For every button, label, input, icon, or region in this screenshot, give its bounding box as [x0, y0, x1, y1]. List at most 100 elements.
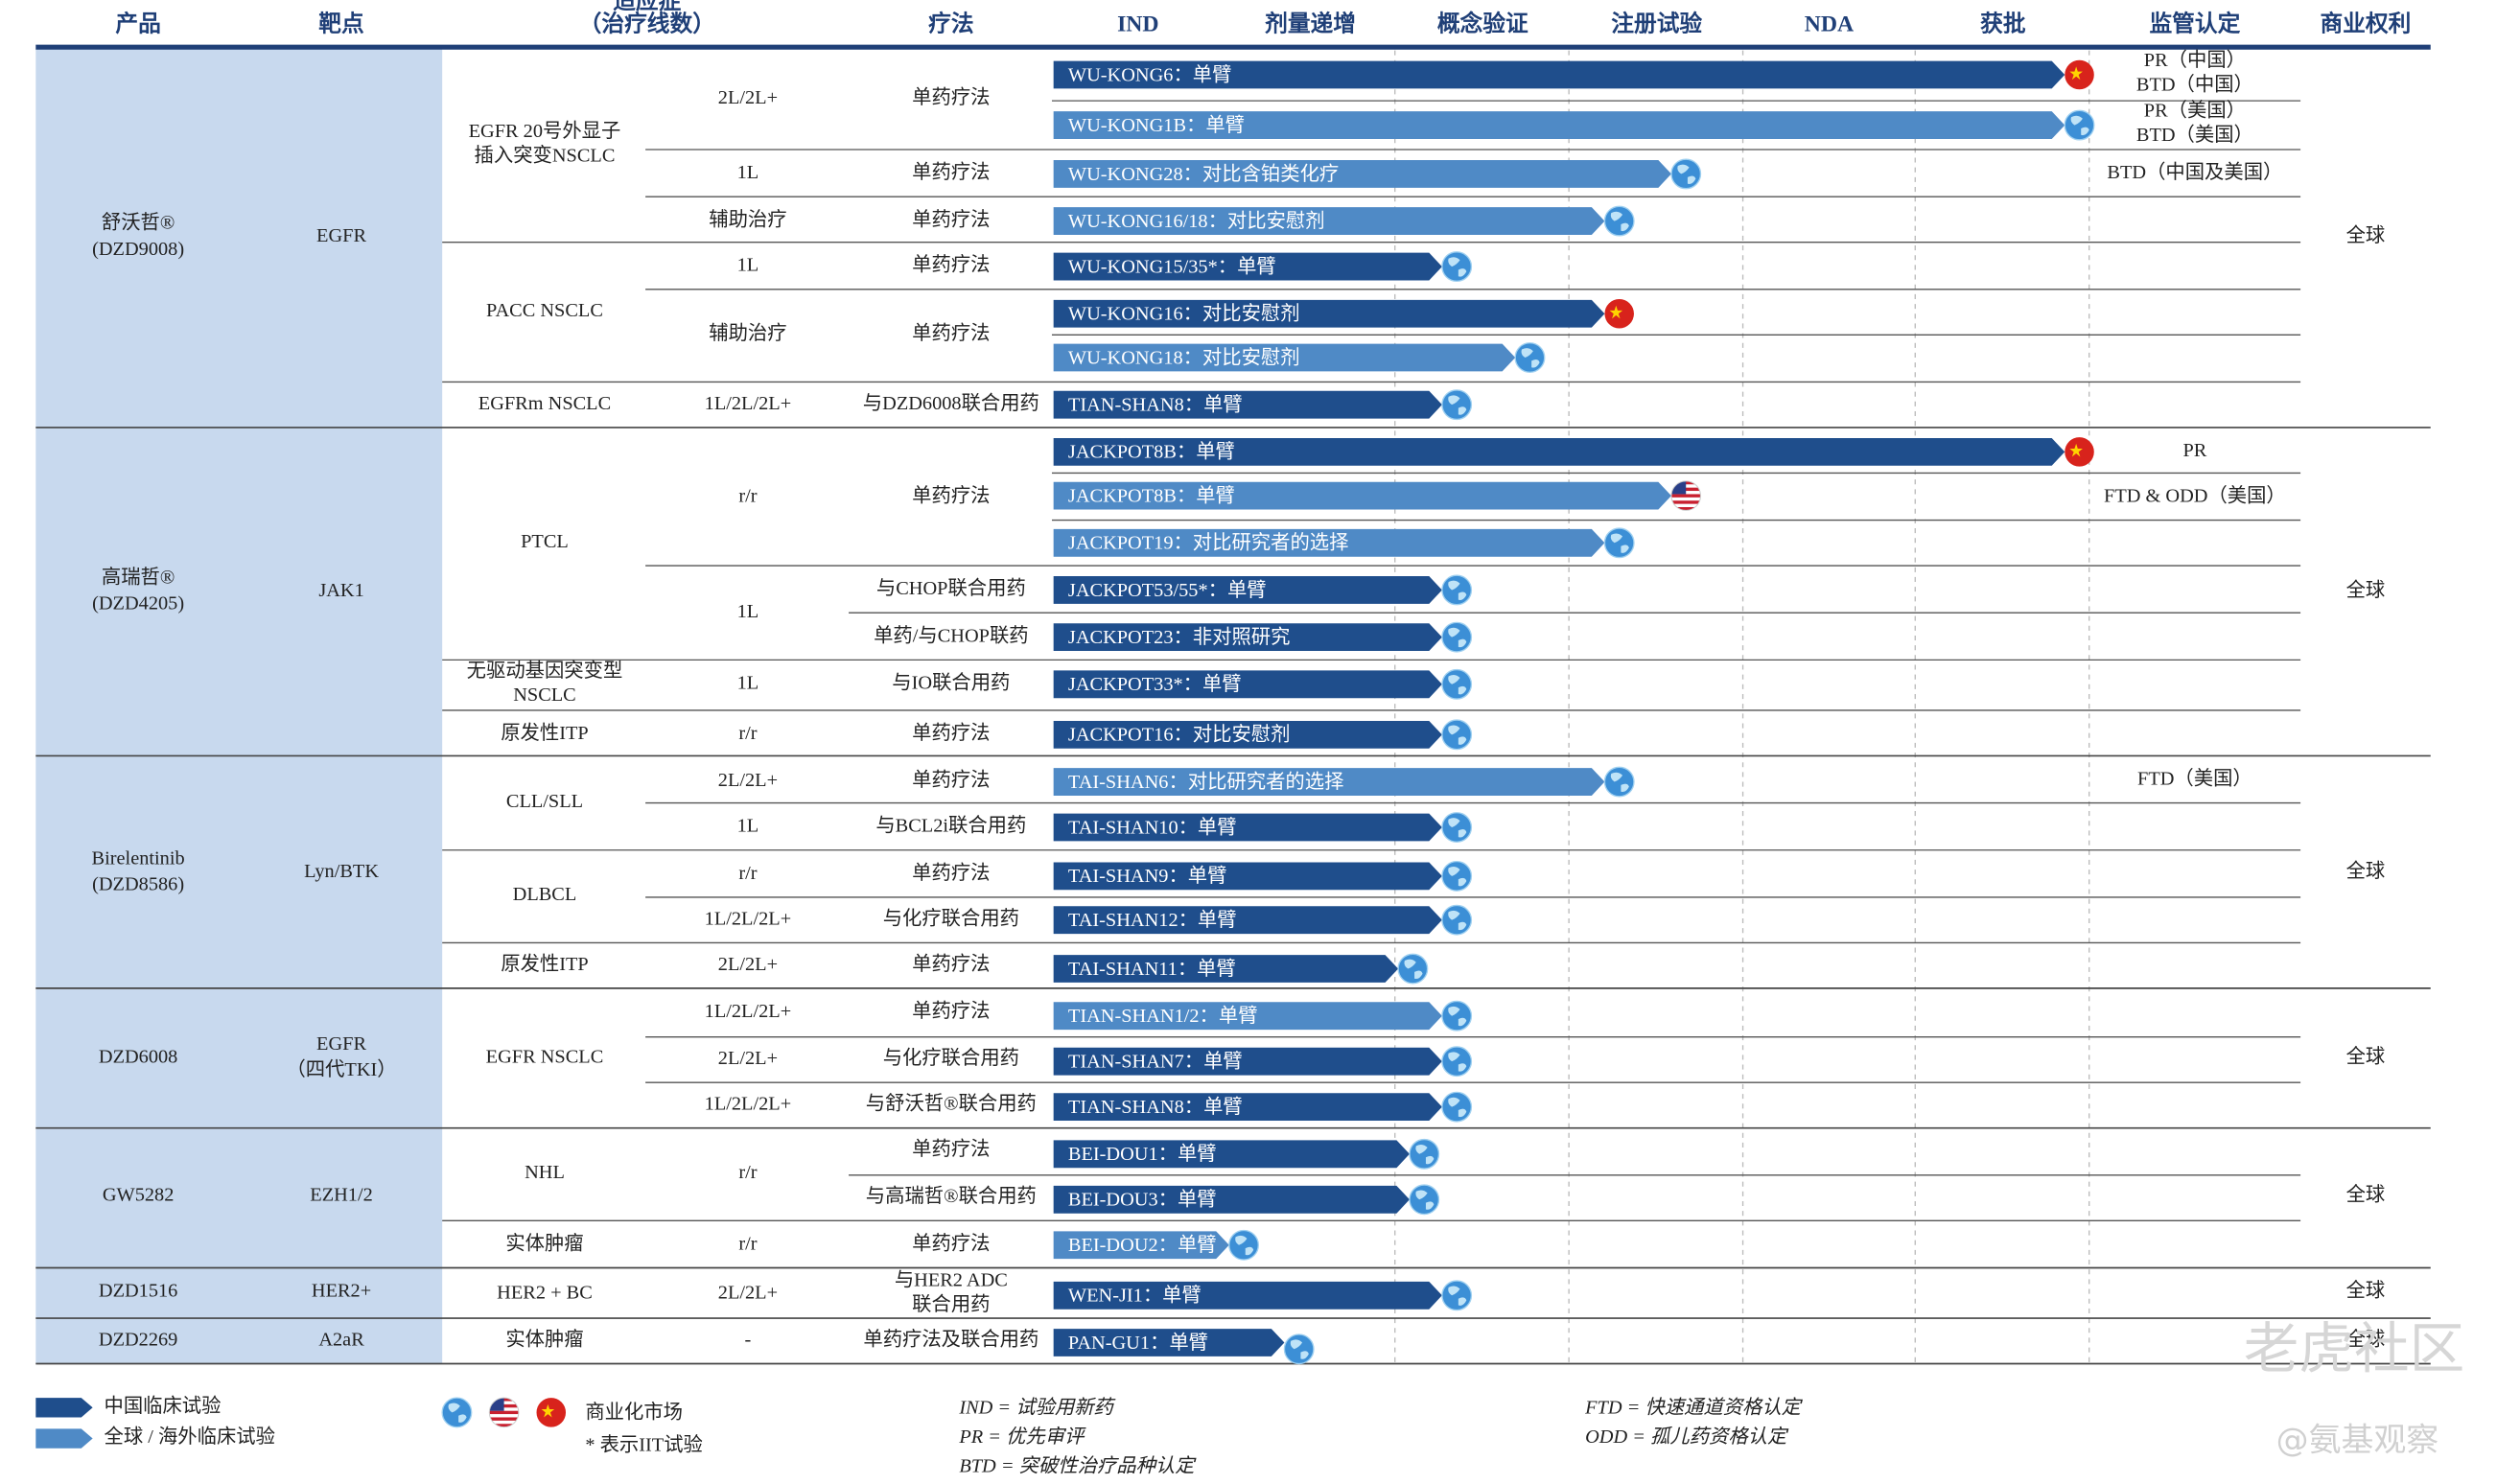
product-name: DZD6008	[99, 1046, 177, 1067]
indication: HER2 + BC	[497, 1282, 593, 1303]
globe-rim	[1397, 953, 1429, 985]
product-code: (DZD9008)	[92, 239, 184, 260]
flag-us	[489, 1398, 519, 1427]
therapy: 单药疗法及联合用药	[863, 1328, 1038, 1350]
globe-rim	[1441, 668, 1473, 700]
treatment-line: r/r	[738, 1162, 757, 1183]
target: A2aR	[318, 1329, 364, 1350]
therapy: 与化疗联合用药	[883, 907, 1019, 929]
globe-rim	[1441, 812, 1473, 843]
rights: 全球	[2346, 860, 2386, 882]
treatment-line: 1L	[737, 255, 759, 276]
flag-star	[2069, 66, 2083, 81]
watermark: @氨基观察	[2276, 1421, 2438, 1458]
trial-bar	[1053, 720, 1442, 749]
header: 适应症	[613, 0, 681, 14]
trial-bar	[1053, 252, 1442, 281]
market-icon	[2065, 437, 2094, 467]
therapy: 与化疗联合用药	[883, 1047, 1019, 1069]
flag-star	[1609, 305, 1623, 319]
indication: 实体肿瘤	[505, 1232, 583, 1254]
therapy: 与DZD6008联合用药	[863, 392, 1039, 414]
indication: NSCLC	[513, 684, 576, 706]
abbreviation: IND = 试验用新药	[958, 1397, 1115, 1419]
legend-label: 中国临床试验	[105, 1395, 222, 1417]
therapy: 单药疗法	[912, 86, 990, 108]
therapy: 单药疗法	[912, 1138, 990, 1160]
flag-star	[2069, 443, 2083, 457]
market-icon	[1441, 719, 1473, 751]
globe-rim	[2064, 109, 2095, 141]
flag-stripe	[1670, 507, 1701, 511]
market-icon	[2065, 59, 2094, 90]
therapy: 联合用药	[912, 1293, 990, 1315]
rights: 全球	[2346, 1280, 2386, 1302]
treatment-line: 1L/2L/2L+	[705, 908, 792, 929]
rights: 全球	[2346, 1184, 2386, 1206]
globe-rim	[1441, 719, 1473, 751]
flag-stripe	[489, 1424, 519, 1427]
treatment-line: 2L/2L+	[718, 1282, 778, 1303]
trial-name: TIAN-SHAN7：单臂	[1068, 1051, 1243, 1073]
globe-land	[1610, 772, 1629, 793]
therapy: 单药疗法	[912, 862, 990, 884]
trial-bar	[1053, 207, 1605, 236]
globe-land	[1448, 257, 1467, 277]
legend-label: 商业化市场	[585, 1402, 683, 1424]
product-name: DZD1516	[99, 1281, 177, 1302]
globe-land	[1415, 1144, 1435, 1165]
flag-cn	[2065, 59, 2094, 90]
trial-bar	[1053, 343, 1516, 372]
market-icon	[1441, 860, 1473, 892]
market-icon	[1409, 1138, 1440, 1170]
flag-cn	[1604, 298, 1634, 329]
globe-land	[1448, 580, 1467, 600]
market-icon	[1603, 766, 1635, 798]
abbreviation: PR = 优先审评	[958, 1426, 1086, 1448]
globe-land	[1610, 211, 1629, 232]
header: 获批	[1980, 12, 2026, 37]
trial-name: TAI-SHAN9：单臂	[1068, 865, 1227, 887]
trial-name: TIAN-SHAN8：单臂	[1068, 1096, 1243, 1118]
product-name: DZD2269	[99, 1329, 177, 1350]
flag-cn	[2065, 437, 2094, 467]
therapy: 单药疗法	[912, 254, 990, 276]
market-icon	[1514, 342, 1546, 373]
trial-bar	[1053, 1140, 1410, 1169]
trial-bar	[1053, 481, 1671, 510]
indication: EGFRm NSCLC	[478, 393, 611, 414]
regulatory: BTD（中国）	[2136, 74, 2253, 96]
treatment-line: 1L	[737, 162, 759, 183]
therapy: 单药疗法	[912, 322, 990, 344]
market-icon	[1441, 1046, 1473, 1078]
regulatory: PR（中国）	[2144, 49, 2246, 71]
trial-bar	[1053, 576, 1442, 604]
trial-bar	[1053, 768, 1605, 796]
trial-name: WU-KONG18：对比安慰剂	[1068, 346, 1300, 368]
globe-rim	[1441, 621, 1473, 653]
therapy: 单药疗法	[912, 953, 990, 975]
globe-land	[1521, 348, 1540, 368]
target: （四代TKI）	[286, 1058, 396, 1080]
treatment-line: -	[745, 1329, 752, 1350]
market-icon	[1441, 812, 1473, 843]
trial-bar	[1053, 1231, 1229, 1260]
target: EZH1/2	[310, 1185, 373, 1206]
indication: EGFR 20号外显子	[469, 120, 621, 142]
globe-land	[1448, 910, 1467, 931]
globe-rim	[1409, 1138, 1440, 1170]
market-icon	[1441, 1091, 1473, 1123]
trial-bar	[1053, 623, 1442, 652]
globe-land	[1677, 164, 1696, 184]
treatment-line: r/r	[738, 863, 757, 884]
trial-name: TIAN-SHAN1/2：单臂	[1068, 1005, 1258, 1027]
therapy: 单药疗法	[912, 722, 990, 744]
trial-name: JACKPOT33*：单臂	[1068, 673, 1242, 695]
treatment-line: 1L	[737, 672, 759, 693]
trial-bar	[1053, 813, 1442, 842]
trial-bar	[1053, 1047, 1442, 1076]
trial-bar	[1053, 955, 1399, 983]
trial-bar	[1053, 670, 1442, 699]
